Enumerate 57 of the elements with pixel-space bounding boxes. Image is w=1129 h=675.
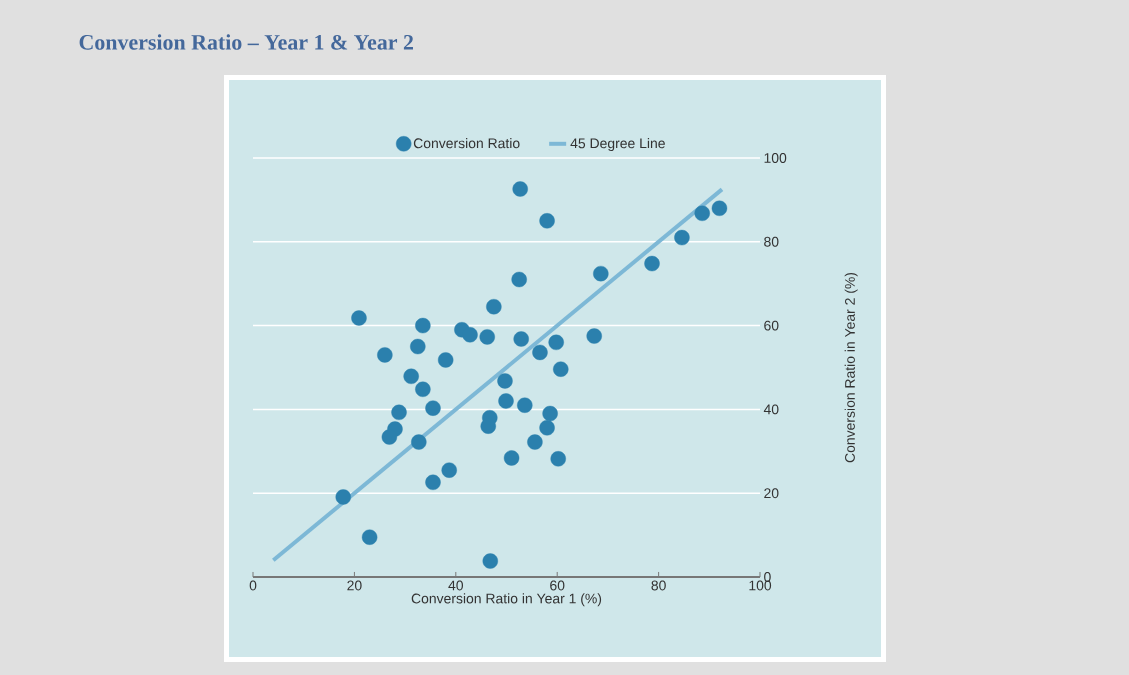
x-tick-label: 80 bbox=[651, 580, 666, 591]
point bbox=[586, 328, 602, 344]
point bbox=[513, 331, 529, 347]
chart-title: Conversion Ratio – Year 1 & Year 2 bbox=[79, 34, 413, 50]
point bbox=[503, 450, 520, 466]
y-tick-label: 0 bbox=[764, 572, 771, 582]
point bbox=[479, 329, 495, 345]
x-tick-label: 0 bbox=[249, 580, 257, 591]
point bbox=[381, 429, 398, 445]
point bbox=[411, 434, 427, 450]
x-axis-title: Conversion Ratio in Year 1 (%) bbox=[411, 593, 602, 607]
point bbox=[335, 489, 351, 505]
point bbox=[694, 205, 710, 221]
point bbox=[391, 404, 407, 421]
point bbox=[425, 474, 441, 490]
point bbox=[711, 200, 728, 216]
point bbox=[403, 368, 419, 384]
point bbox=[527, 434, 543, 450]
point bbox=[498, 393, 514, 409]
point bbox=[441, 462, 457, 478]
point bbox=[415, 317, 431, 334]
point bbox=[410, 338, 426, 355]
point bbox=[486, 299, 502, 315]
point bbox=[437, 352, 454, 368]
point bbox=[532, 344, 548, 361]
point bbox=[361, 529, 378, 545]
point bbox=[351, 310, 367, 326]
point bbox=[539, 420, 555, 436]
x-tick-label: 60 bbox=[550, 580, 565, 591]
x-tick-label: 20 bbox=[347, 580, 362, 591]
x-tick-label: 40 bbox=[448, 580, 464, 591]
y-tick-label: 60 bbox=[764, 320, 779, 331]
point bbox=[425, 400, 441, 416]
point bbox=[415, 381, 431, 397]
point bbox=[517, 397, 533, 413]
legend-label: 45 Degree Line bbox=[570, 138, 665, 152]
point bbox=[542, 405, 558, 422]
point bbox=[497, 373, 513, 389]
point bbox=[553, 361, 569, 377]
point bbox=[539, 213, 555, 229]
point bbox=[511, 271, 527, 288]
point bbox=[512, 181, 528, 197]
point bbox=[674, 229, 690, 246]
point bbox=[482, 553, 498, 569]
x-tick-label: 100 bbox=[749, 580, 772, 591]
y-tick-label: 80 bbox=[764, 236, 779, 247]
point bbox=[593, 265, 609, 282]
point bbox=[462, 327, 478, 343]
y-axis-title: Conversion Ratio in Year 2 (%) bbox=[844, 272, 858, 463]
point bbox=[377, 347, 393, 363]
point bbox=[548, 334, 564, 351]
legend-label: Conversion Ratio bbox=[413, 138, 520, 149]
y-tick-label: 40 bbox=[763, 404, 779, 415]
y-tick-label: 20 bbox=[764, 488, 779, 499]
point bbox=[644, 255, 660, 272]
point bbox=[550, 451, 566, 467]
y-tick-label: 100 bbox=[764, 153, 787, 163]
